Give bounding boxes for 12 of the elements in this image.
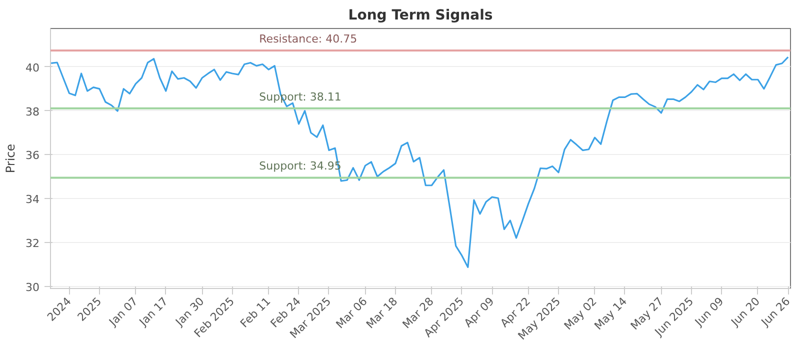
chart-title: Long Term Signals bbox=[348, 8, 493, 24]
ref-line-label: Resistance: 40.75 bbox=[259, 32, 358, 46]
y-tick-label: 36 bbox=[26, 149, 40, 162]
x-tick-label: Jun 09 bbox=[692, 294, 726, 330]
line-series bbox=[50, 56, 789, 268]
x-tick-label: Apr 09 bbox=[462, 294, 497, 330]
y-tick-label: 38 bbox=[26, 105, 40, 118]
y-tick-label: 40 bbox=[26, 61, 40, 74]
y-tick-label: 30 bbox=[26, 280, 40, 294]
y-axis-title: Price bbox=[4, 144, 18, 174]
y-tick-label: 32 bbox=[26, 236, 40, 250]
y-tick-label: 34 bbox=[26, 193, 40, 206]
